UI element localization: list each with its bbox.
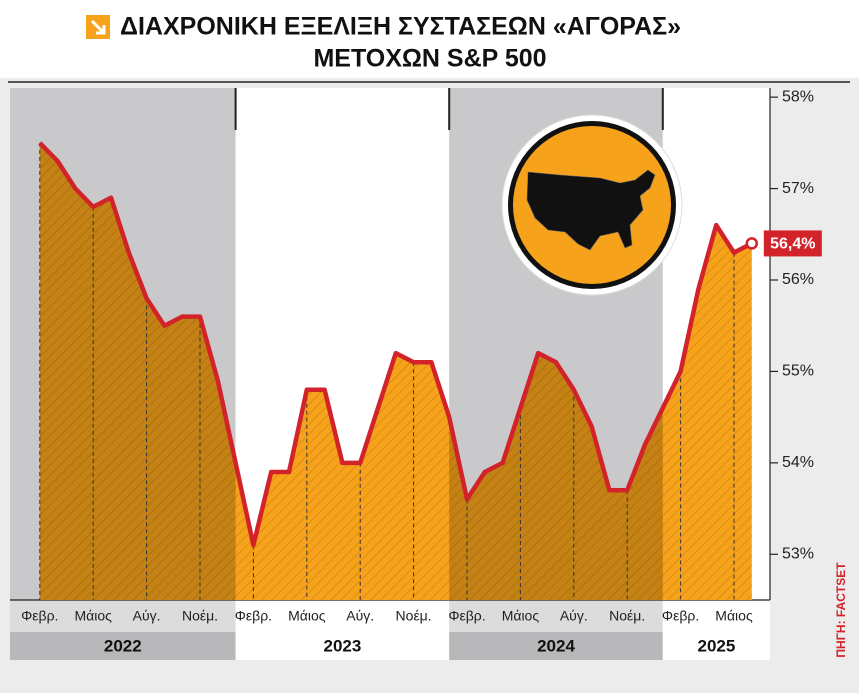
- x-tick-label: Φεβρ.: [21, 608, 58, 624]
- x-tick-label: Αύγ.: [346, 608, 374, 624]
- chart-subtitle: ΜΕΤΟΧΩΝ S&P 500: [313, 45, 546, 73]
- y-tick-label: 55%: [782, 363, 814, 380]
- month-row-band: [235, 600, 450, 632]
- usa-map: [526, 169, 656, 251]
- x-tick-label: Φεβρ.: [662, 608, 699, 624]
- year-row-band: [662, 632, 770, 660]
- x-tick-label: Μάιος: [288, 608, 326, 624]
- year-label: 2022: [104, 636, 142, 655]
- year-row-band: [235, 632, 450, 660]
- x-tick-label: Μάιος: [715, 608, 753, 624]
- month-row-band: [662, 600, 770, 632]
- year-row-band: [449, 632, 663, 660]
- x-tick-label: Αύγ.: [560, 608, 588, 624]
- month-row-band: [10, 600, 236, 632]
- map-badge: [501, 114, 683, 296]
- end-marker: [745, 237, 759, 250]
- chart-title: ΔΙΑΧΡΟΝΙΚΗ ΕΞΕΛΙΞΗ ΣΥΣΤΑΣΕΩΝ «ΑΓΟΡΑΣ»: [120, 13, 681, 41]
- month-row-band: [449, 600, 663, 632]
- x-tick-label: Νοέμ.: [182, 608, 218, 624]
- line: [38, 141, 753, 548]
- x-tick-label: Μάιος: [74, 608, 112, 624]
- y-tick-label: 56%: [782, 271, 814, 288]
- x-tick-label: Αύγ.: [133, 608, 161, 624]
- x-tick-label: Νοέμ.: [396, 608, 432, 624]
- y-tick-label: 57%: [782, 180, 814, 197]
- source: ΠΗΓΗ: FACTSET: [834, 562, 848, 658]
- year-row-band: [10, 632, 236, 660]
- x-tick-label: Φεβρ.: [235, 608, 272, 624]
- area-hatch: [39, 142, 752, 600]
- x-tick-label: Φεβρ.: [448, 608, 485, 624]
- value-label-box: [763, 230, 822, 257]
- x-tick-label: Μάιος: [502, 608, 540, 624]
- y-tick-label: 58%: [782, 88, 814, 105]
- x-tick-label: Νοέμ.: [609, 608, 645, 624]
- title-icon-arrow: [90, 19, 106, 35]
- year-label: 2023: [323, 636, 361, 655]
- year-label: 2025: [697, 636, 735, 655]
- title-area: [0, 0, 859, 78]
- y-tick-label: 54%: [782, 454, 814, 471]
- y-tick-label: 53%: [782, 546, 814, 563]
- year-label: 2024: [537, 636, 575, 655]
- value-label: 56,4%: [770, 236, 815, 253]
